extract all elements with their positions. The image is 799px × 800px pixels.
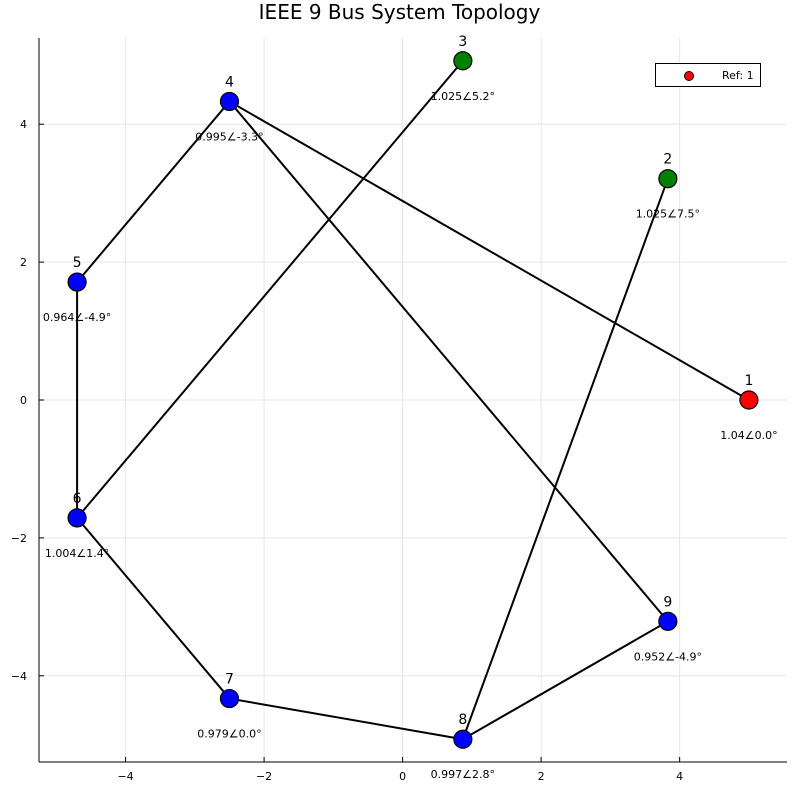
x-tick-label: 2 — [538, 770, 545, 783]
legend-label: Ref: 1 — [722, 69, 754, 82]
labels: 1 1.04∠0.0° 2 1.025∠7.5° 3 1.025∠5.2° 4 0.995∠-… — [43, 34, 778, 781]
edge-4-9 — [228, 100, 669, 622]
bus-voltage-label-2: 1.025∠7.5° — [636, 208, 700, 221]
bus-voltage-label-1: 1.04∠0.0° — [720, 429, 777, 442]
grid — [39, 38, 787, 762]
edge-8-2 — [461, 178, 669, 740]
bus-node-6 — [67, 508, 87, 528]
legend-marker — [684, 71, 694, 81]
axes: −4 −2 0 2 4 −4 −2 0 2 4 — [11, 38, 787, 783]
bus-node-2 — [658, 169, 678, 189]
bus-voltage-label-7: 0.979∠0.0° — [197, 728, 261, 741]
bus-id-label-2: 2 — [663, 152, 672, 168]
edge-8-9 — [462, 620, 669, 741]
bus-id-label-1: 1 — [744, 373, 753, 389]
x-tick-label: 4 — [676, 770, 683, 783]
bus-voltage-label-3: 1.025∠5.2° — [431, 90, 495, 103]
x-tick-label: −4 — [117, 770, 133, 783]
bus-voltage-label-5: 0.964∠-4.9° — [43, 311, 111, 324]
bus-id-label-8: 8 — [458, 712, 467, 728]
bus-node-8 — [453, 729, 473, 749]
y-tick-label: 4 — [20, 118, 27, 131]
y-tick-label: 2 — [20, 256, 27, 269]
y-tick-label: 0 — [20, 394, 27, 407]
nodes — [67, 51, 759, 749]
bus-voltage-label-6: 1.004∠1.4° — [45, 547, 109, 560]
edge-6-7 — [76, 517, 231, 700]
edge-7-8 — [229, 697, 464, 741]
edge-4-5 — [76, 100, 231, 283]
x-tick-label: 0 — [399, 770, 406, 783]
bus-voltage-label-9: 0.952∠-4.9° — [634, 650, 702, 663]
legend: Ref: 1 — [655, 63, 761, 87]
chart-title: IEEE 9 Bus System Topology — [258, 0, 541, 24]
bus-node-4 — [219, 91, 240, 112]
y-tick-label: −4 — [11, 670, 27, 683]
bus-voltage-label-8: 0.997∠2.8° — [431, 768, 495, 781]
bus-id-label-4: 4 — [225, 74, 234, 90]
y-tick-label: −2 — [11, 532, 27, 545]
edge-6-3 — [76, 60, 464, 519]
bus-node-5 — [67, 272, 87, 292]
bus-node-1 — [739, 390, 759, 410]
edges — [76, 60, 750, 741]
bus-id-label-6: 6 — [73, 491, 82, 507]
bus-id-label-3: 3 — [458, 34, 467, 50]
bus-node-7 — [219, 688, 240, 709]
bus-id-label-7: 7 — [225, 672, 234, 688]
bus-node-3 — [453, 51, 473, 71]
bus-node-9 — [658, 611, 678, 631]
bus-id-label-5: 5 — [73, 255, 82, 271]
bus-voltage-label-4: 0.995∠-3.3° — [195, 130, 263, 143]
bus-id-label-9: 9 — [663, 594, 672, 610]
edge-1-4 — [228, 100, 750, 401]
x-tick-label: −2 — [256, 770, 272, 783]
